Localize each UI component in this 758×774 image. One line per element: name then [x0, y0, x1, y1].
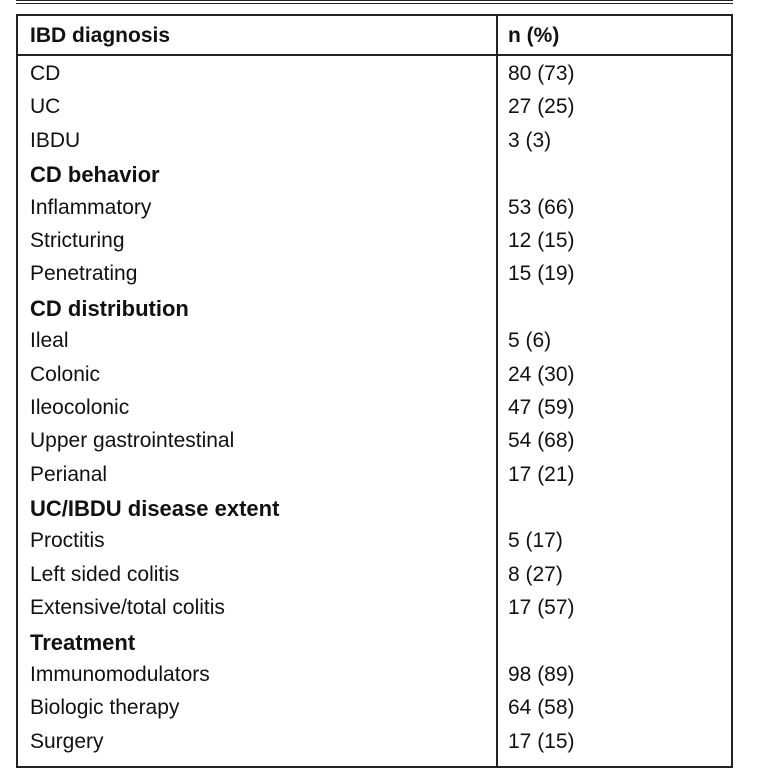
row-value: 47 (59) — [508, 395, 575, 419]
table-row: Proctitis 5 (17) — [18, 525, 731, 558]
row-value: 80 (73) — [508, 62, 575, 85]
table-row: Surgery 17 (15) — [18, 726, 731, 759]
table-row: Ileal 5 (6) — [18, 325, 731, 358]
row-label: Ileocolonic — [30, 395, 130, 419]
table-row: UC 27 (25) — [18, 91, 731, 124]
row-label: Ileal — [30, 329, 69, 353]
table-body: CD 80 (73) UC 27 (25) IBDU 3 (3) CD behavior In… — [18, 58, 731, 759]
table-row: Extensive/total colitis 17 (57) — [18, 592, 731, 625]
section-title: UC/IBDU disease extent — [30, 496, 280, 522]
table-row: Inflammatory 53 (66) — [18, 192, 731, 225]
row-label: Biologic therapy — [30, 696, 180, 720]
table-row: Left sided colitis 8 (27) — [18, 559, 731, 592]
row-value: 15 (19) — [508, 262, 575, 286]
row-value: 17 (57) — [508, 596, 575, 620]
table-row: Biologic therapy 64 (58) — [18, 692, 731, 725]
row-label: Colonic — [30, 362, 101, 386]
row-value: 3 (3) — [508, 128, 552, 152]
section-header-row: UC/IBDU disease extent — [18, 492, 731, 525]
row-value: 12 (15) — [508, 228, 575, 252]
section-title: CD behavior — [30, 162, 160, 188]
row-value: 5 (17) — [508, 529, 563, 553]
table-row: Ileocolonic 47 (59) — [18, 392, 731, 425]
table-row: Penetrating 15 (19) — [18, 258, 731, 291]
row-value: 54 (68) — [508, 429, 575, 453]
section-title: Treatment — [30, 629, 136, 655]
row-label: CD — [30, 62, 61, 85]
row-value: 64 (58) — [508, 696, 575, 720]
table-header-row: IBD diagnosis n (%) — [18, 16, 731, 56]
section-title: CD distribution — [30, 295, 189, 321]
row-value: 53 (66) — [508, 195, 575, 219]
row-label: Left sided colitis — [30, 562, 180, 586]
section-header-row: CD behavior — [18, 158, 731, 191]
column-divider — [496, 16, 498, 766]
row-label: Upper gastrointestinal — [30, 429, 235, 453]
top-rule — [16, 0, 733, 4]
table-row: Upper gastrointestinal 54 (68) — [18, 425, 731, 458]
table-row: IBDU 3 (3) — [18, 125, 731, 158]
table-row: Colonic 24 (30) — [18, 359, 731, 392]
row-value: 27 (25) — [508, 95, 575, 119]
row-value: 98 (89) — [508, 663, 575, 687]
row-value: 17 (15) — [508, 729, 575, 753]
row-value: 24 (30) — [508, 362, 575, 386]
row-label: Stricturing — [30, 228, 125, 252]
row-value: 17 (21) — [508, 462, 575, 486]
row-label: UC — [30, 95, 61, 119]
row-value: 5 (6) — [508, 329, 552, 353]
row-label: Perianal — [30, 462, 108, 486]
table-row: Immunomodulators 98 (89) — [18, 659, 731, 692]
row-label: Proctitis — [30, 529, 105, 553]
table-row: Perianal 17 (21) — [18, 459, 731, 492]
row-label: Extensive/total colitis — [30, 596, 225, 620]
row-label: Inflammatory — [30, 195, 152, 219]
table-row: Stricturing 12 (15) — [18, 225, 731, 258]
section-header-row: CD distribution — [18, 292, 731, 325]
row-value: 8 (27) — [508, 562, 563, 586]
table-row: CD 80 (73) — [18, 58, 731, 91]
header-n-percent: n (%) — [508, 24, 560, 47]
row-label: Penetrating — [30, 262, 138, 286]
row-label: Surgery — [30, 729, 104, 753]
header-diagnosis: IBD diagnosis — [30, 24, 171, 47]
row-label: Immunomodulators — [30, 663, 210, 687]
section-header-row: Treatment — [18, 626, 731, 659]
ibd-characteristics-table: IBD diagnosis n (%) CD 80 (73) UC 27 (25) IB… — [16, 14, 733, 768]
row-label: IBDU — [30, 128, 81, 152]
